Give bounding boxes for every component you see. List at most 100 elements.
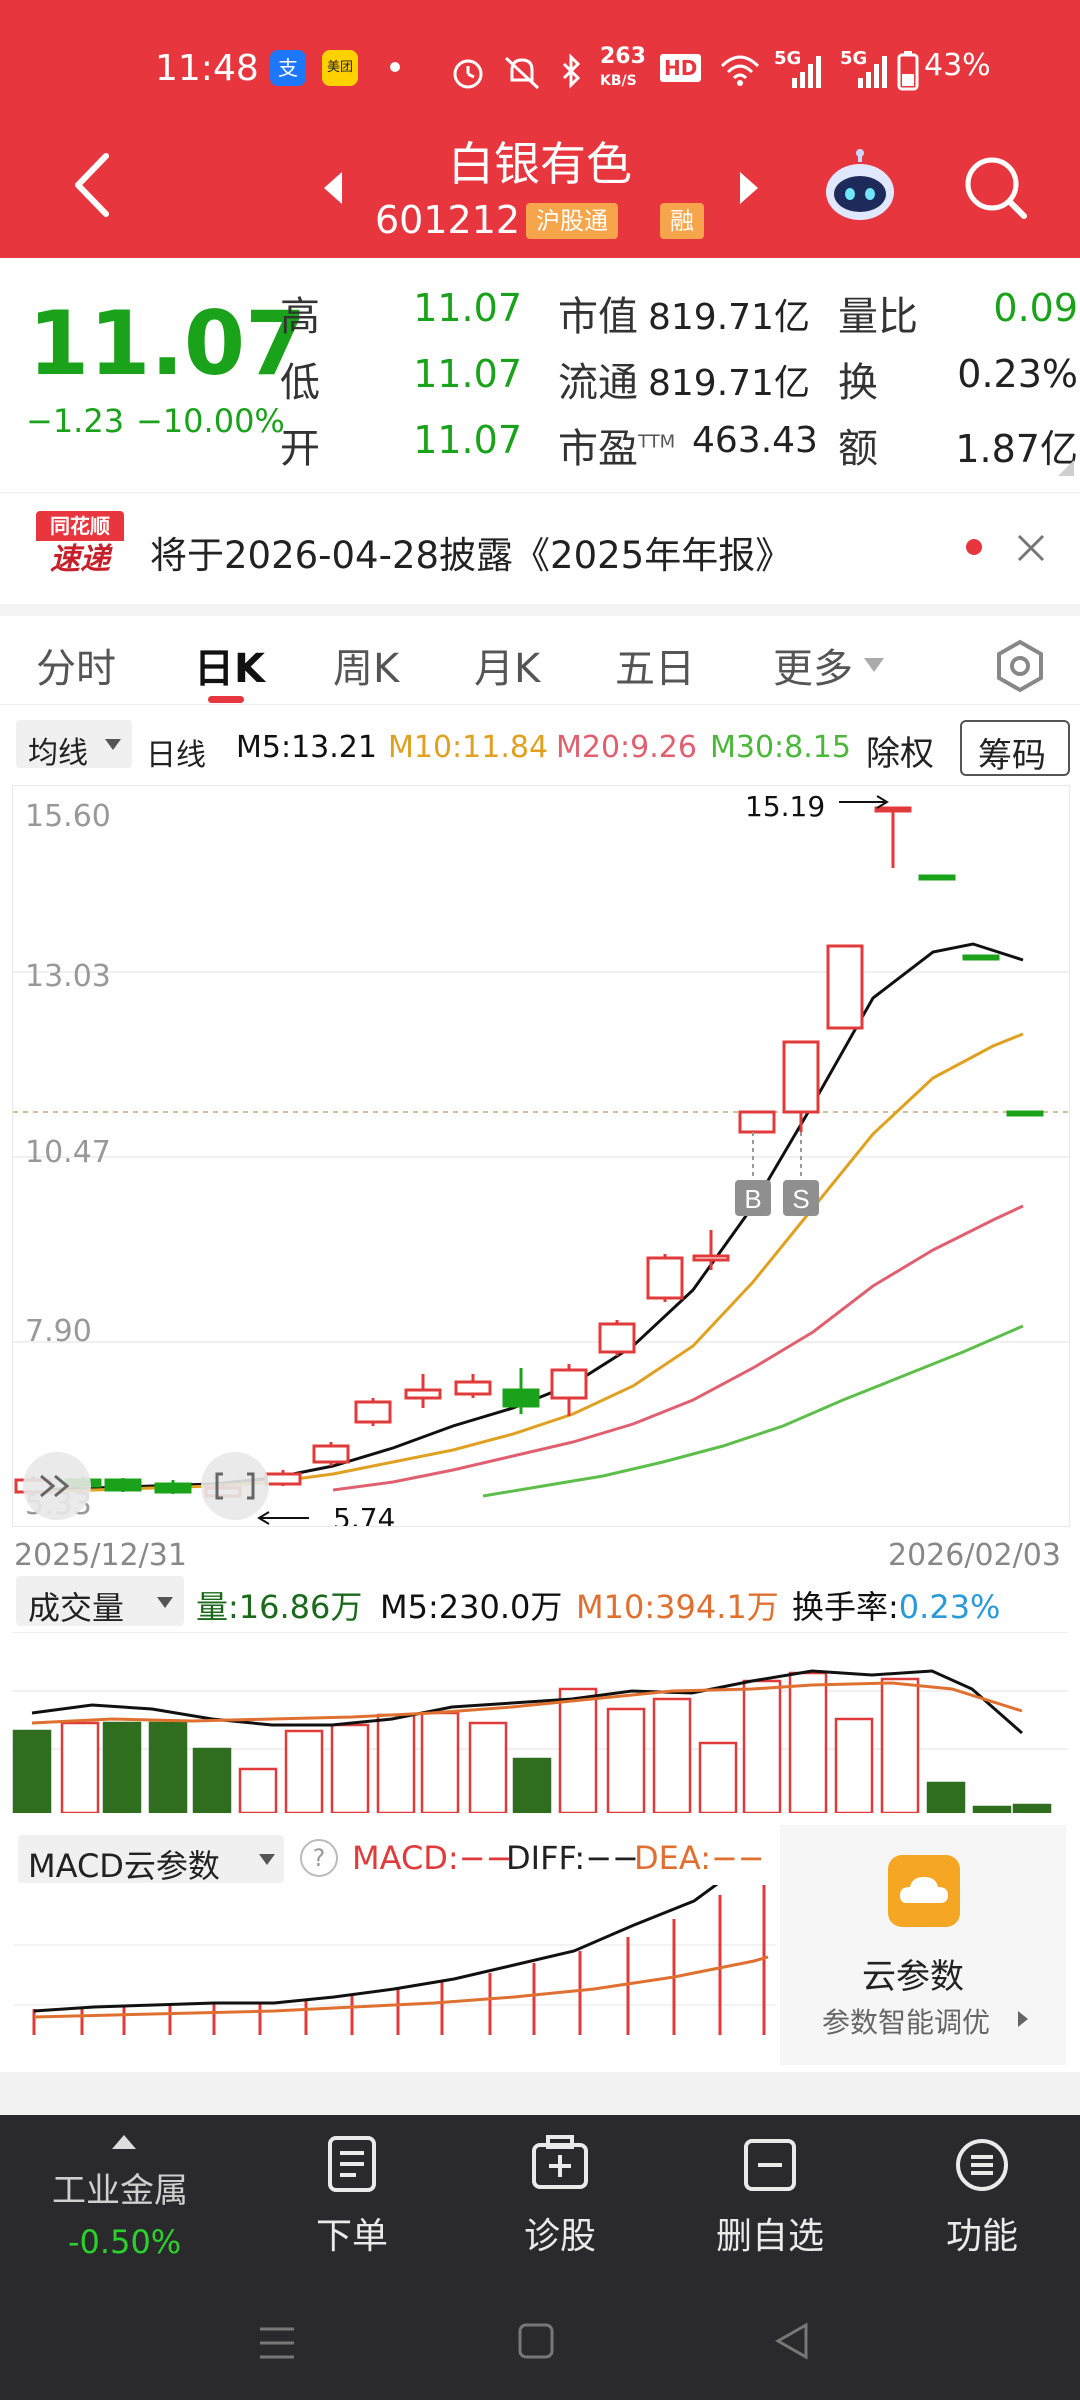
sell-marker[interactable] (783, 1180, 819, 1216)
chip-button[interactable]: 筹码 (960, 720, 1070, 776)
volume-bar (652, 1697, 692, 1815)
tab-more[interactable]: 更多 (773, 646, 853, 692)
high-price-label: 15.19 (745, 790, 825, 823)
macd-histogram (32, 1885, 766, 2035)
current-price: 11.07 (28, 292, 307, 395)
volume-m10: M10:394.1万 (576, 1588, 779, 1626)
diff-value: DIFF:−− (506, 1839, 639, 1877)
header-bar: 11:48 支 美团 263 KB/S HD 5G (0, 0, 1080, 258)
y-tick-2: 13.03 (25, 959, 111, 994)
tab-intraday[interactable]: 分时 (36, 646, 116, 692)
alarm-icon (453, 59, 483, 89)
volume-bar (102, 1721, 142, 1815)
wifi-icon (720, 55, 760, 86)
chevron-down-icon (105, 739, 121, 750)
battery-level: 43% (924, 48, 991, 83)
kline-chart[interactable]: B S 15.60 13.03 10.47 7.90 5.33 15.19 5.… (12, 785, 1070, 1535)
volume-ratio-label: 量比 (838, 294, 918, 340)
prev-stock-icon[interactable] (318, 168, 348, 208)
tab-weekly-k[interactable]: 周K (333, 646, 400, 692)
macd-value: MACD:−− (352, 1839, 513, 1877)
volume-ma10-line (31, 1681, 1023, 1725)
back-icon[interactable] (66, 150, 116, 220)
grid-lines (13, 971, 1069, 1343)
notice-bar[interactable]: 同花顺 速递 将于2026-04-28披露《2025年年报》 (0, 492, 1080, 605)
sector-widget[interactable]: 工业金属 -0.50% (36, 2123, 216, 2273)
hk-connect-tag: 沪股通 (526, 203, 618, 239)
search-icon[interactable] (962, 154, 1032, 224)
candle-body (692, 1254, 730, 1262)
margin-tag: 融 (660, 203, 704, 239)
volume-selector[interactable]: 成交量 (16, 1576, 184, 1627)
settings-hex-icon[interactable] (992, 638, 1048, 694)
ma-selector[interactable]: 均线 (16, 720, 132, 771)
news-logo: 同花顺 速递 (36, 511, 124, 581)
close-icon[interactable] (1014, 531, 1048, 565)
recent-apps-icon[interactable] (256, 2323, 298, 2363)
volume-bar (606, 1707, 646, 1815)
diagnose-icon (532, 2135, 588, 2189)
tab-daily-k[interactable]: 日K (194, 646, 265, 692)
volume-bar (698, 1741, 738, 1815)
chevron-down-icon (864, 658, 884, 672)
scroll-left-button[interactable] (23, 1452, 91, 1520)
period-label: 日线 (146, 738, 206, 773)
chevron-up-icon (112, 2135, 136, 2149)
volume-bar (148, 1721, 188, 1815)
cloud-title: 云参数 (862, 1957, 964, 1997)
tab-monthly-k[interactable]: 月K (474, 646, 541, 692)
remove-watchlist-button[interactable]: 删自选 (690, 2135, 850, 2265)
volume-svg (12, 1669, 1068, 1815)
volume-bar (1012, 1803, 1052, 1815)
help-icon[interactable]: ? (300, 1839, 338, 1877)
float-cap-label: 流通 (558, 360, 638, 406)
chevron-down-icon (259, 1854, 275, 1865)
macd-panel[interactable]: MACD云参数 ? MACD:−− DIFF:−− DEA:−− (14, 1825, 776, 2065)
price-change-pct: −10.00% (136, 402, 285, 440)
sector-name: 工业金属 (52, 2171, 188, 2211)
candle-body (264, 1472, 302, 1486)
minus-square-icon (744, 2139, 796, 2191)
home-icon[interactable] (516, 2321, 556, 2361)
turnover-label: 换 (838, 360, 878, 406)
macd-svg (14, 1885, 776, 2035)
diff-line (33, 1885, 719, 2013)
sell-marker-label: S (792, 1184, 809, 1214)
robot-assistant-icon[interactable] (820, 148, 900, 224)
adjust-mode[interactable]: 除权 (866, 734, 934, 774)
back-nav-icon[interactable] (772, 2321, 812, 2361)
tab-five-day[interactable]: 五日 (615, 646, 695, 692)
notice-text: 将于2026-04-28披露《2025年年报》 (150, 534, 793, 577)
volume-ma5-line (31, 1669, 1023, 1735)
candle-body (826, 944, 864, 1030)
diagnose-button[interactable]: 诊股 (480, 2135, 640, 2265)
cloud-params-panel[interactable]: 云参数 参数智能调优 (780, 1825, 1066, 2065)
signal-1-label: 5G (774, 48, 802, 69)
next-stock-icon[interactable] (734, 168, 764, 208)
order-button[interactable]: 下单 (272, 2135, 432, 2265)
chevron-down-icon (157, 1597, 173, 1608)
range-toggle-button[interactable] (201, 1452, 269, 1520)
volume-chart[interactable] (12, 1632, 1068, 1815)
expand-corner-icon[interactable] (1056, 458, 1076, 478)
volume-bar (376, 1713, 416, 1815)
volume-bar (834, 1717, 874, 1815)
ma5-line (32, 942, 1024, 1492)
y-tick-3: 10.47 (25, 1135, 111, 1170)
candle-body (104, 1478, 142, 1492)
volume-bar (512, 1757, 552, 1815)
dea-line (33, 1955, 769, 2019)
functions-button[interactable]: 功能 (902, 2135, 1062, 2265)
buy-marker[interactable] (735, 1180, 771, 1216)
net-speed: 263 KB/S (600, 44, 646, 90)
order-doc-icon (328, 2136, 376, 2192)
volume-bar (60, 1721, 100, 1815)
cloud-icon (888, 1855, 960, 1927)
pe-label: 市盈TTM (558, 426, 676, 472)
ma30-value: M30:8.15 (710, 730, 851, 765)
amount-label: 额 (838, 426, 878, 472)
candle-body (782, 1040, 820, 1114)
unread-dot-icon (966, 539, 982, 555)
macd-selector[interactable]: MACD云参数 (18, 1835, 284, 1885)
open-label: 开 (280, 426, 320, 472)
